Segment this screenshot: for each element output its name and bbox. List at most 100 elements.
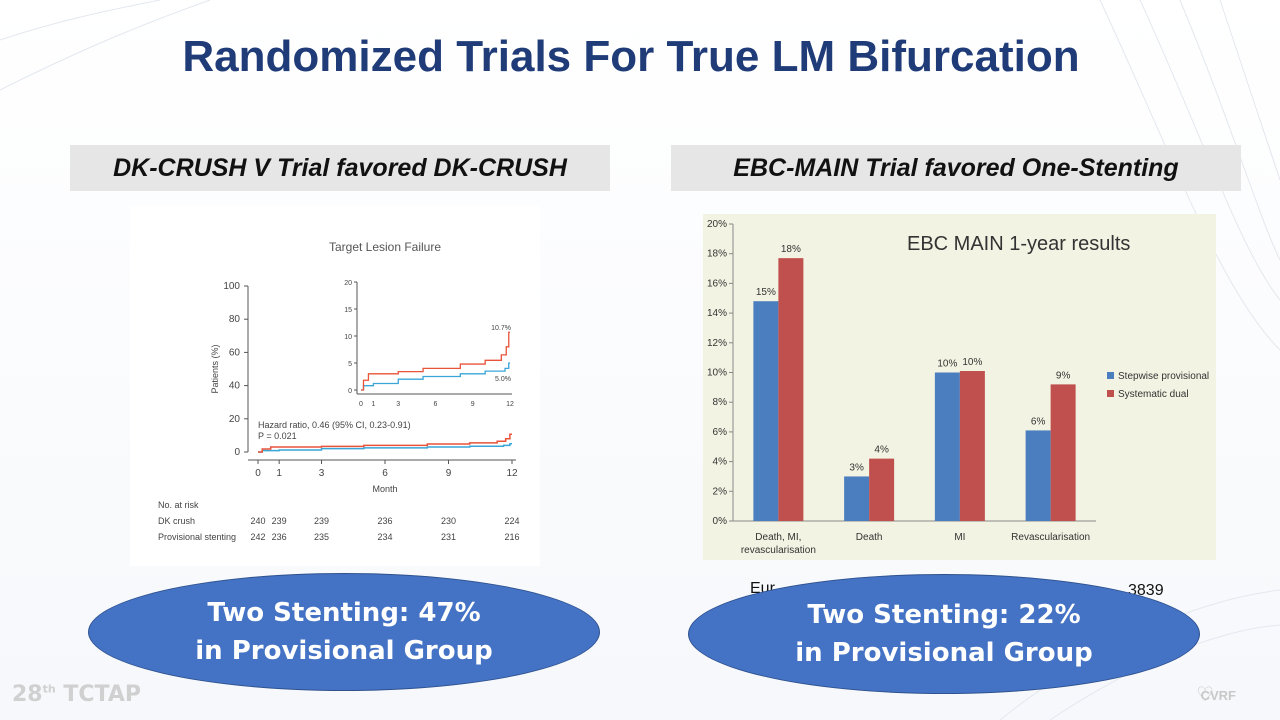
km-y-tick-label: 40 xyxy=(229,381,241,392)
ebc-main-figure: 0% 2% 4% 6% 8% 10% 12% 14% 16% 18% 20% EBC MAIN 1-y… xyxy=(703,214,1216,560)
footer-edition-suffix: th xyxy=(42,682,56,696)
bar-chart-title: EBC MAIN 1-year results xyxy=(907,233,1130,255)
km-hazard-ratio: Hazard ratio, 0.46 (95% CI, 0.23-0.91) xyxy=(258,420,411,430)
dkcrush-figure: Target Lesion Failure 0 20 40 60 80 100 0 1 3 6 9 12… xyxy=(130,206,540,566)
left-oval-line1: Two Stenting: 47% xyxy=(207,598,481,628)
footer-edition: 28 xyxy=(12,682,43,707)
bar-category-label: Death, MI, xyxy=(755,532,801,543)
left-oval-line2: in Provisional Group xyxy=(195,636,493,666)
at-risk-value: 235 xyxy=(314,532,329,542)
inset-y-tick-label: 10 xyxy=(344,334,352,341)
bar-y-tick-label: 6% xyxy=(713,427,728,438)
km-x-tick-label: 1 xyxy=(276,468,282,479)
inset-x-tick-label: 3 xyxy=(396,401,400,408)
km-y-label: Patients (%) xyxy=(210,344,220,393)
inset-x-tick-label: 9 xyxy=(471,401,475,408)
at-risk-value: 236 xyxy=(272,532,287,542)
bar xyxy=(959,371,985,521)
at-risk-row-label: Provisional stenting xyxy=(158,532,236,542)
at-risk-header: No. at risk xyxy=(158,500,199,510)
right-summary-oval: Two Stenting: 22% in Provisional Group xyxy=(688,574,1200,694)
at-risk-value: 216 xyxy=(504,532,519,542)
km-y-tick-label: 60 xyxy=(229,347,241,358)
bar-category-label: revascularisation xyxy=(741,545,816,556)
bar-value-label: 10% xyxy=(962,357,982,368)
bar-y-tick-label: 0% xyxy=(713,516,728,527)
at-risk-value: 242 xyxy=(250,532,265,542)
bar-value-label: 4% xyxy=(874,445,889,456)
bar-category-label: Revascularisation xyxy=(1011,532,1090,543)
bar-y-tick-label: 2% xyxy=(713,486,728,497)
km-x-tick-label: 12 xyxy=(506,468,518,479)
bar xyxy=(753,301,779,521)
bar-y-tick-label: 10% xyxy=(707,368,727,379)
right-trial-header: EBC-MAIN Trial favored One-Stenting xyxy=(671,145,1241,191)
bar xyxy=(778,258,804,521)
at-risk-value: 230 xyxy=(441,516,456,526)
left-trial-header: DK-CRUSH V Trial favored DK-CRUSH xyxy=(70,145,610,191)
left-summary-oval: Two Stenting: 47% in Provisional Group xyxy=(88,573,600,691)
km-series-line xyxy=(258,442,512,453)
bar xyxy=(869,458,895,521)
bar-value-label: 10% xyxy=(937,359,957,370)
bar xyxy=(934,372,960,521)
bar-y-tick-label: 12% xyxy=(707,338,727,349)
km-y-tick-label: 80 xyxy=(229,314,241,325)
km-x-tick-label: 6 xyxy=(382,468,388,479)
cvrf-heart-icon: ♡ xyxy=(1196,684,1214,706)
inset-y-tick-label: 5 xyxy=(348,361,352,368)
km-x-tick-label: 3 xyxy=(319,468,325,479)
km-p-value: P = 0.021 xyxy=(258,431,297,441)
legend-swatch xyxy=(1107,390,1114,397)
inset-x-tick-label: 1 xyxy=(371,401,375,408)
slide-title: Randomized Trials For True LM Bifurcatio… xyxy=(182,32,1080,81)
km-y-tick-label: 0 xyxy=(234,447,240,458)
km-title: Target Lesion Failure xyxy=(329,240,441,254)
legend-swatch xyxy=(1107,372,1114,379)
bar-value-label: 18% xyxy=(781,244,801,255)
bar-value-label: 3% xyxy=(849,462,864,473)
km-x-label: Month xyxy=(372,484,397,494)
inset-end-label-blue: 5.0% xyxy=(495,376,511,383)
km-x-tick-label: 0 xyxy=(255,468,261,479)
bar xyxy=(1050,384,1076,521)
bar-value-label: 15% xyxy=(756,287,776,298)
at-risk-value: 239 xyxy=(314,516,329,526)
right-oval-line2: in Provisional Group xyxy=(795,638,1093,668)
footer-event: TCTAP xyxy=(63,682,141,707)
right-oval-line1: Two Stenting: 22% xyxy=(807,600,1081,630)
inset-series-line xyxy=(361,362,510,391)
ebc-bar-chart: 0% 2% 4% 6% 8% 10% 12% 14% 16% 18% 20% EBC MAIN 1-y… xyxy=(707,219,1209,556)
at-risk-value: 234 xyxy=(377,532,392,542)
footer-logo-cvrf: CVRF xyxy=(1200,688,1236,703)
at-risk-value: 239 xyxy=(272,516,287,526)
legend-label: Stepwise provisional xyxy=(1118,371,1209,382)
footer-logo-tctap: 28th TCTAP xyxy=(12,682,141,707)
inset-y-tick-label: 15 xyxy=(344,307,352,314)
bar-y-tick-label: 14% xyxy=(707,308,727,319)
bar-value-label: 9% xyxy=(1056,370,1071,381)
bar-value-label: 6% xyxy=(1031,416,1046,427)
inset-x-tick-label: 6 xyxy=(434,401,438,408)
bar xyxy=(1025,430,1051,521)
km-y-tick-label: 20 xyxy=(229,414,241,425)
inset-x-tick-label: 0 xyxy=(359,401,363,408)
bar xyxy=(844,476,870,521)
km-y-tick-label: 100 xyxy=(223,281,240,292)
at-risk-value: 231 xyxy=(441,532,456,542)
bar-y-tick-label: 8% xyxy=(713,397,728,408)
bar-y-tick-label: 18% xyxy=(707,249,727,260)
bar-y-tick-label: 4% xyxy=(713,457,728,468)
inset-end-label-red: 10.7% xyxy=(491,325,511,332)
inset-y-tick-label: 20 xyxy=(344,280,352,287)
bar-y-tick-label: 20% xyxy=(707,219,727,230)
at-risk-value: 236 xyxy=(377,516,392,526)
at-risk-value: 224 xyxy=(504,516,519,526)
bar-category-label: Death xyxy=(856,532,883,543)
km-series-line xyxy=(258,433,512,453)
legend-label: Systematic dual xyxy=(1118,389,1189,400)
inset-x-tick-label: 12 xyxy=(506,401,514,408)
at-risk-row-label: DK crush xyxy=(158,516,195,526)
bar-category-label: MI xyxy=(954,532,965,543)
